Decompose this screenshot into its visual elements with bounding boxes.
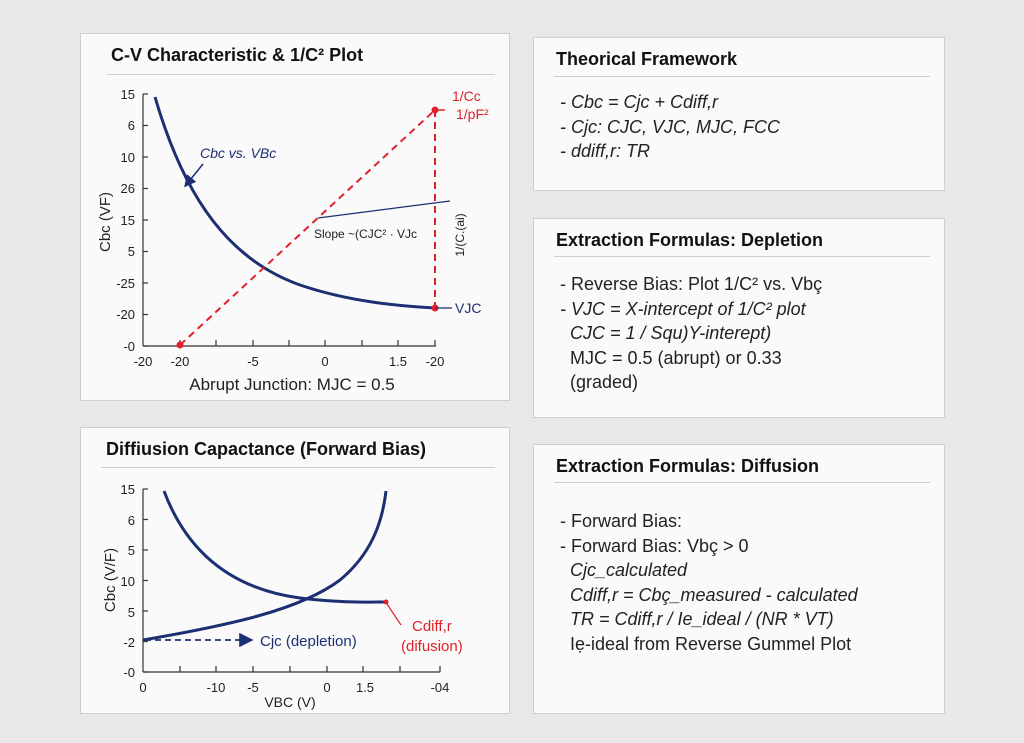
- divider: [554, 482, 930, 483]
- x-axis-label: Abrupt Junction: MJC = 0.5: [189, 375, 395, 394]
- y-tick: -20: [116, 307, 135, 322]
- depletion-label: Cjc (depletion): [260, 633, 357, 650]
- curve-pointer: [184, 163, 204, 188]
- x-axis-label: VBC (V): [264, 694, 315, 710]
- framework-panel: Theorical Framework - Cbc = Cjc + Cdiff,…: [533, 37, 945, 191]
- formula-line: - Forward Bias:: [560, 511, 683, 531]
- formula-line: Iẹ-ideal from Reverse Gummel Plot: [560, 633, 852, 654]
- x-tick: 0: [321, 354, 328, 369]
- x-tick: -20: [171, 354, 190, 369]
- diffusion-curve: [142, 490, 388, 642]
- diffusion-formulas-panel: Extraction Formulas: Diffusion - Forward…: [533, 444, 945, 714]
- formula-line: Cdiff,r = Cbç_measured - calculated: [560, 584, 858, 605]
- formula-line: Cjc_calculated: [560, 560, 688, 580]
- diffusion-panel-title: Diffiusion Capactance (Forward Bias): [106, 439, 427, 459]
- x-tick: -20: [426, 354, 445, 369]
- x-tick: 0: [323, 680, 330, 695]
- y-tick: 15: [121, 87, 135, 102]
- y-tick: 6: [128, 118, 135, 133]
- formula-line: - Cbc = Cjc + Cdiff,r: [560, 92, 719, 112]
- y-tick: 6: [128, 513, 135, 528]
- y-tick: 5: [128, 543, 135, 558]
- cv-panel-title: C-V Characteristic & 1/C² Plot: [111, 45, 364, 65]
- formula-line: - Cjc: CJC, VJC, MJC, FCC: [560, 116, 780, 137]
- red-label-2: 1/pF²: [456, 106, 489, 122]
- point-marker: [176, 341, 184, 349]
- formula-line: (graded): [560, 372, 639, 392]
- y-axis-label: Cbc (VF): [97, 192, 114, 252]
- formula-line: - ddiff,r: TR: [560, 141, 651, 161]
- curve-label: Cbc vs. VBc: [200, 145, 276, 161]
- vjc-label: VJC: [455, 300, 481, 316]
- depletion-curve: [162, 490, 387, 604]
- point-marker: [383, 599, 389, 605]
- framework-lines: - Cbc = Cjc + Cdiff,r - Cjc: CJC, VJC, M…: [560, 90, 780, 164]
- right-axis-label: 1/(C.(ai): [453, 213, 467, 256]
- cv-plot: [142, 93, 436, 347]
- divider: [554, 76, 930, 77]
- y-tick: 26: [121, 181, 135, 196]
- diffusion-formulas-title: Extraction Formulas: Diffusion: [556, 456, 820, 476]
- diffusion-lines: - Forward Bias: - Forward Bias: Vbç > 0 …: [560, 509, 858, 656]
- y-tick: 15: [121, 482, 135, 497]
- y-tick: 5: [128, 605, 135, 620]
- framework-title: Theorical Framework: [556, 49, 738, 69]
- divider: [107, 74, 495, 75]
- red-label-1: 1/Cc: [452, 88, 481, 104]
- depletion-lines: - Reverse Bias: Plot 1/C² vs. Vbç - VJC …: [560, 272, 822, 395]
- x-tick: 1.5: [356, 680, 374, 695]
- diffusion-leader: [386, 603, 402, 626]
- y-tick: 15: [121, 213, 135, 228]
- formula-line: TR = Cdiff,r / Ie_ideal / (NR * VT): [560, 609, 834, 629]
- formula-line: CJC = 1 / Squ)Y-interept): [560, 323, 772, 343]
- x-tick: -20: [134, 354, 153, 369]
- depletion-title: Extraction Formulas: Depletion: [556, 230, 824, 250]
- x-tick: -5: [247, 680, 259, 695]
- depletion-panel: Extraction Formulas: Depletion - Reverse…: [533, 218, 945, 418]
- y-tick: -2: [123, 635, 135, 650]
- diffusion-label-2: (difusion): [401, 638, 463, 655]
- divider: [101, 467, 495, 468]
- slope-leader: [317, 200, 451, 219]
- y-axis-label: Cbc (V/F): [102, 548, 119, 612]
- slope-label: Slope ~(CJC² · VJc: [314, 227, 417, 241]
- y-tick: -0: [123, 339, 135, 354]
- formula-line: MJC = 0.5 (abrupt) or 0.33: [560, 347, 782, 368]
- divider: [554, 256, 930, 257]
- x-tick: -04: [431, 680, 450, 695]
- diffusion-panel: Diffiusion Capactance (Forward Bias): [80, 427, 510, 714]
- y-tick: -25: [116, 276, 135, 291]
- x-tick: 1.5: [389, 354, 407, 369]
- formula-line: - VJC = X-intercept of 1/C² plot: [560, 298, 806, 319]
- inverse-c2-line: [179, 109, 436, 346]
- y-tick: 5: [128, 244, 135, 259]
- formula-line: - Reverse Bias: Plot 1/C² vs. Vbç: [560, 274, 823, 294]
- y-tick: 10: [121, 150, 135, 165]
- x-tick: -10: [207, 680, 226, 695]
- cv-panel: C-V Characteristic & 1/C² Plot: [80, 33, 510, 401]
- y-tick: -0: [123, 665, 135, 680]
- y-tick: 10: [121, 574, 135, 589]
- cbc-curve: [153, 96, 436, 310]
- x-tick: -5: [247, 354, 259, 369]
- formula-line: - Forward Bias: Vbç > 0: [560, 535, 749, 556]
- diffusion-label-1: Cdiff,r: [412, 618, 452, 635]
- x-tick: 0: [139, 680, 146, 695]
- diffusion-plot: [142, 488, 441, 673]
